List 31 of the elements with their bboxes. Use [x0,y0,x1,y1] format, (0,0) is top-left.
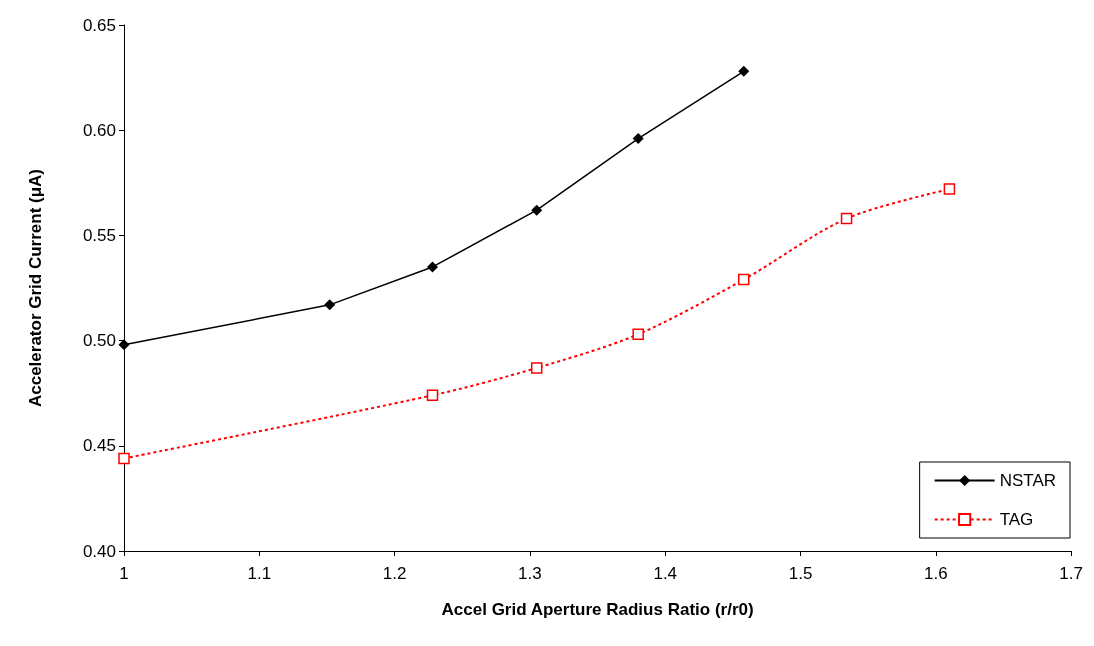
y-tick-label: 0.50 [82,331,116,351]
x-tick-label: 1.7 [1059,564,1083,583]
legend-label: TAG [999,510,1034,529]
point [118,452,130,465]
point [531,204,543,216]
x-tick-label: 1.4 [653,564,678,583]
point [426,389,439,402]
point [840,212,853,225]
point [118,339,130,351]
x-tick-label: 1.6 [924,564,948,583]
point [943,183,956,195]
x-tick-label: 1.1 [247,564,272,583]
point [737,273,750,286]
x-tick-label: 1 [119,564,129,583]
point [530,362,543,374]
x-tick-label: 1.3 [518,564,542,583]
x-tick-label: 1.2 [382,564,407,583]
point [427,261,439,273]
point [632,328,644,341]
x-tick-label: 1.5 [788,564,813,583]
point [324,299,336,311]
y-tick-label: 0.40 [82,541,116,561]
y-axis-title: Accelerator Grid Current (μA) [26,168,45,408]
y-tick-label: 0.65 [82,15,116,35]
point [738,65,750,77]
y-tick-label: 0.45 [82,436,116,456]
point [632,133,644,145]
y-tick-label: 0.55 [82,225,116,245]
y-tick-label: 0.60 [82,120,116,140]
x-axis-title: Accel Grid Aperture Radius Ratio (r/r0) [441,600,754,619]
legend-label: NSTAR [999,471,1057,490]
